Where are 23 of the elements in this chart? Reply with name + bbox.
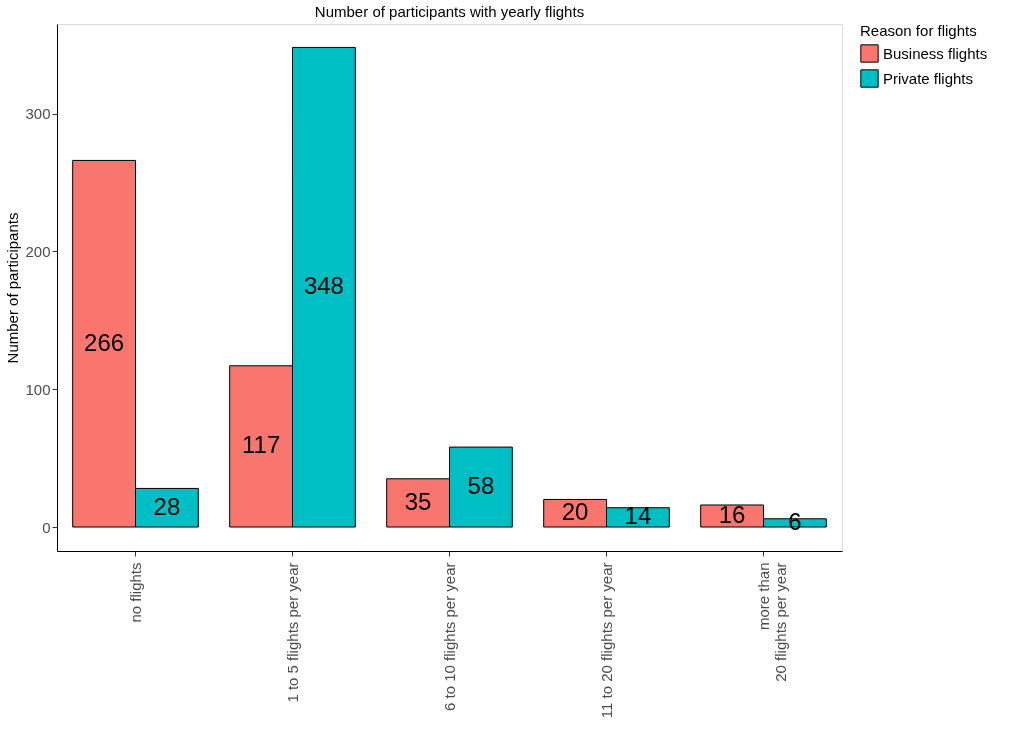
y-tick-label: 0 (42, 518, 51, 536)
data-label: 14 (624, 502, 652, 530)
x-tick-label: 1 to 5 flights per year (283, 562, 301, 703)
x-tick-label: no flights (126, 562, 144, 623)
data-label: 266 (84, 328, 125, 356)
legend-title: Reason for flights (860, 22, 977, 39)
data-label: 28 (153, 492, 181, 520)
data-label: 35 (404, 487, 432, 515)
data-label: 16 (718, 501, 746, 528)
legend-label: Private flights (883, 69, 974, 87)
x-tick-label: 6 to 10 flights per year (440, 562, 458, 711)
data-label: 20 (561, 498, 589, 526)
y-tick-label: 300 (25, 105, 51, 123)
x-tick-label: more than 20 flights per year (754, 562, 789, 682)
x-tick-label: 11 to 20 flights per year (597, 562, 615, 719)
y-axis-title: Number of participants (4, 212, 22, 364)
legend-label: Business flights (883, 44, 988, 62)
y-tick-label: 200 (25, 242, 51, 260)
data-label: 348 (303, 272, 344, 300)
y-tick-label: 100 (25, 380, 51, 398)
data-label: 117 (241, 431, 281, 459)
chart-title: Number of participants with yearly flights (314, 3, 585, 20)
data-label: 58 (467, 472, 495, 500)
